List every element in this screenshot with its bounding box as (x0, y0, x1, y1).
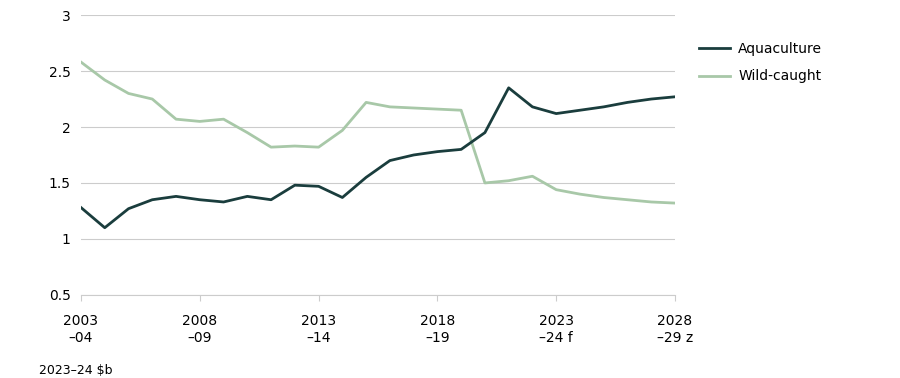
Aquaculture (598, 105, 609, 109)
Wild-caught (503, 178, 514, 183)
Wild-caught (598, 195, 609, 200)
Legend: Aquaculture, Wild-caught: Aquaculture, Wild-caught (694, 36, 828, 89)
Wild-caught (384, 105, 395, 109)
Wild-caught (99, 78, 110, 82)
Wild-caught (266, 145, 276, 149)
Aquaculture (147, 197, 158, 202)
Text: –14: –14 (306, 331, 331, 345)
Wild-caught (527, 174, 538, 178)
Wild-caught (551, 187, 562, 192)
Wild-caught (313, 145, 324, 149)
Aquaculture (194, 197, 205, 202)
Aquaculture (551, 111, 562, 116)
Aquaculture (123, 206, 134, 211)
Text: –24 f: –24 f (539, 331, 573, 345)
Wild-caught (76, 60, 86, 64)
Wild-caught (432, 107, 443, 112)
Wild-caught (123, 91, 134, 96)
Aquaculture (503, 85, 514, 90)
Text: –19: –19 (425, 331, 450, 345)
Aquaculture (432, 149, 443, 154)
Text: 2023: 2023 (539, 314, 573, 328)
Wild-caught (574, 192, 585, 197)
Wild-caught (147, 97, 158, 101)
Aquaculture (527, 105, 538, 109)
Aquaculture (99, 225, 110, 230)
Aquaculture (242, 194, 253, 199)
Aquaculture (574, 108, 585, 113)
Wild-caught (480, 181, 491, 185)
Text: 2013: 2013 (301, 314, 337, 328)
Text: –04: –04 (68, 331, 94, 345)
Line: Wild-caught: Wild-caught (81, 62, 675, 203)
Text: –29 z: –29 z (657, 331, 693, 345)
Wild-caught (670, 201, 680, 205)
Aquaculture (670, 94, 680, 99)
Text: 2008: 2008 (182, 314, 218, 328)
Aquaculture (76, 205, 86, 210)
Wild-caught (242, 130, 253, 135)
Text: 2003: 2003 (64, 314, 98, 328)
Aquaculture (361, 175, 372, 180)
Wild-caught (194, 119, 205, 124)
Line: Aquaculture: Aquaculture (81, 88, 675, 228)
Aquaculture (171, 194, 182, 199)
Wild-caught (622, 197, 633, 202)
Wild-caught (337, 128, 347, 133)
Wild-caught (455, 108, 466, 113)
Aquaculture (290, 183, 301, 187)
Aquaculture (455, 147, 466, 152)
Text: –09: –09 (187, 331, 212, 345)
Aquaculture (313, 184, 324, 189)
Wild-caught (361, 100, 372, 105)
Text: 2028: 2028 (657, 314, 693, 328)
Aquaculture (622, 100, 633, 105)
Text: 2023–24 $b: 2023–24 $b (40, 364, 112, 377)
Wild-caught (218, 117, 229, 121)
Aquaculture (266, 197, 276, 202)
Wild-caught (290, 144, 301, 148)
Aquaculture (337, 195, 347, 200)
Wild-caught (409, 106, 419, 110)
Aquaculture (384, 158, 395, 163)
Aquaculture (646, 97, 657, 101)
Text: 2018: 2018 (419, 314, 455, 328)
Wild-caught (646, 200, 657, 204)
Aquaculture (409, 153, 419, 157)
Wild-caught (171, 117, 182, 121)
Aquaculture (480, 130, 491, 135)
Aquaculture (218, 200, 229, 204)
